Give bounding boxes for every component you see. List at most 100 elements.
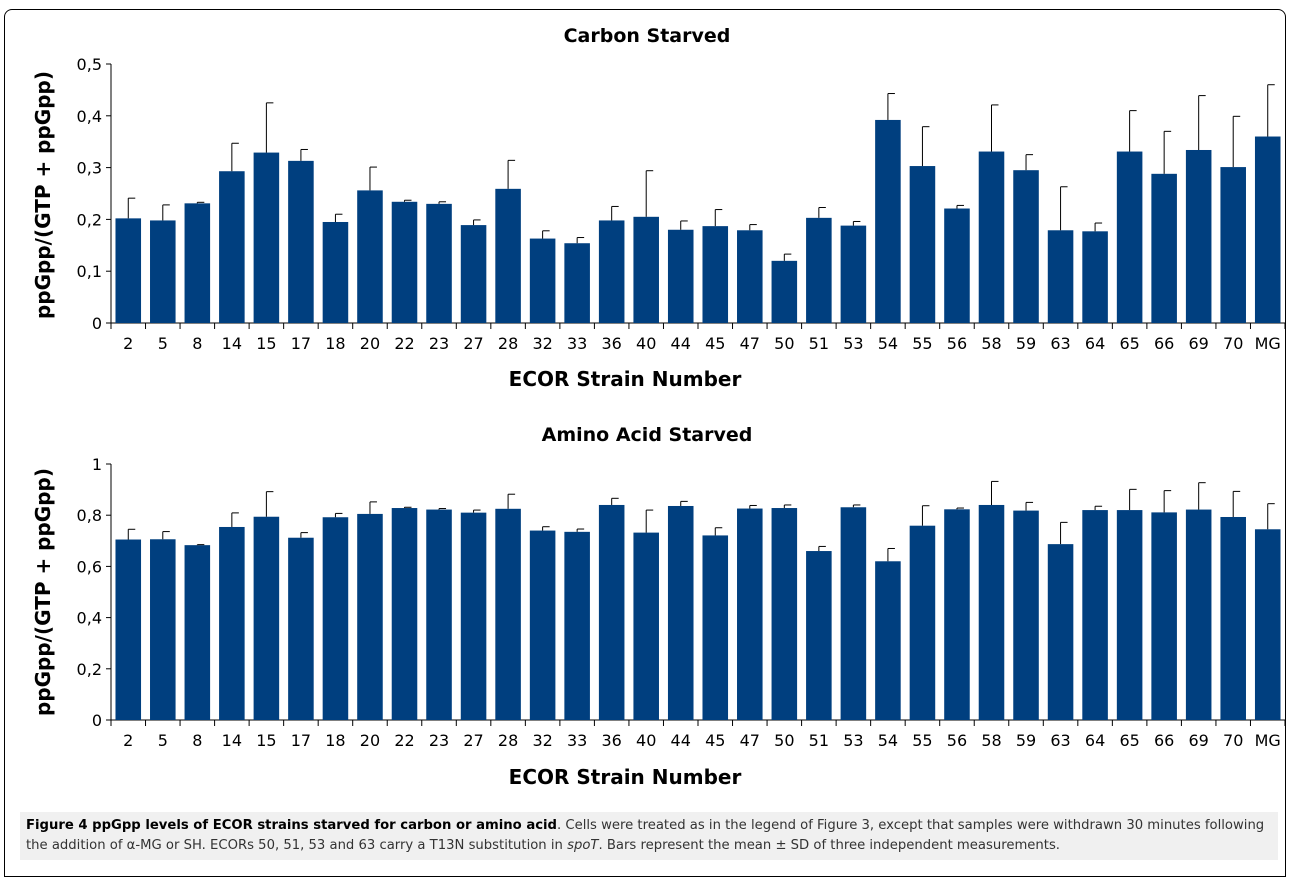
- x-tick-label: 54: [878, 731, 898, 750]
- bar-8: [184, 545, 211, 720]
- x-tick-label: 69: [1188, 731, 1208, 750]
- bar-56: [944, 208, 970, 323]
- bar-53: [840, 225, 867, 323]
- x-tick-label: 47: [740, 731, 760, 750]
- y-tick-label: 1: [92, 455, 102, 474]
- caption-gene: spoT: [567, 838, 599, 853]
- bar-58: [978, 504, 1005, 720]
- bar-33: [564, 243, 590, 323]
- x-tick-label: 50: [774, 731, 794, 750]
- x-tick-label: 66: [1154, 334, 1174, 353]
- x-tick-label: 2: [123, 731, 133, 750]
- x-tick-label: 53: [843, 334, 863, 353]
- y-tick-label: 0,4: [77, 107, 102, 126]
- x-tick-label: 36: [601, 731, 621, 750]
- bar-45: [702, 226, 729, 323]
- bar-70: [1220, 516, 1246, 720]
- y-tick-label: 0: [92, 314, 102, 333]
- bar-32: [529, 238, 556, 323]
- x-tick-label: 51: [809, 731, 829, 750]
- chart-title-amino: Amino Acid Starved: [542, 424, 753, 446]
- bar-36: [598, 504, 625, 720]
- x-tick-label: 65: [1119, 334, 1139, 353]
- x-tick-label: 27: [463, 731, 483, 750]
- x-tick-label: 44: [671, 334, 691, 353]
- caption-text-1: . Cells were treated as in the legend of…: [26, 818, 1265, 853]
- bar-56: [944, 509, 970, 720]
- bar-18: [322, 221, 349, 323]
- bar-63: [1047, 544, 1074, 720]
- x-tick-label: 40: [636, 334, 656, 353]
- x-tick-label: 63: [1050, 731, 1070, 750]
- x-tick-label: 8: [192, 334, 202, 353]
- bar-54: [875, 119, 901, 323]
- x-tick-label: 56: [947, 731, 967, 750]
- x-tick-label: 28: [498, 731, 518, 750]
- y-tick-label: 0,6: [77, 557, 102, 576]
- x-tick-label: 33: [567, 334, 587, 353]
- bar-20: [357, 513, 383, 720]
- bar-69: [1185, 149, 1212, 323]
- x-tick-label: 2: [123, 334, 133, 353]
- y-tick-label: 0,5: [77, 55, 102, 74]
- bar-44: [667, 229, 694, 323]
- bar-18: [322, 517, 349, 720]
- bar-64: [1082, 231, 1108, 323]
- y-tick-label: 0,1: [77, 262, 102, 281]
- bar-27: [460, 225, 487, 323]
- x-tick-label: 51: [809, 334, 829, 353]
- bar-54: [875, 561, 901, 720]
- x-tick-label: 64: [1085, 334, 1105, 353]
- x-tick-label: 45: [705, 731, 725, 750]
- x-tick-label: 55: [912, 731, 932, 750]
- x-tick-label: 70: [1223, 731, 1243, 750]
- bar-17: [288, 160, 314, 323]
- x-tick-label: 14: [222, 334, 242, 353]
- x-tick-label: 59: [1016, 731, 1036, 750]
- chart-title-carbon: Carbon Starved: [564, 25, 731, 47]
- figure-frame: [4, 9, 1286, 877]
- x-tick-label: 5: [158, 731, 168, 750]
- x-tick-label: 15: [256, 731, 276, 750]
- x-tick-label: 28: [498, 334, 518, 353]
- bar-47: [737, 230, 763, 323]
- bar-64: [1082, 510, 1108, 720]
- y-tick-label: 0,3: [77, 159, 102, 178]
- bar-70: [1220, 167, 1246, 323]
- x-tick-label: 22: [394, 334, 414, 353]
- bar-51: [806, 551, 832, 720]
- bar-50: [771, 508, 798, 720]
- x-tick-label: MG: [1255, 334, 1281, 353]
- bar-5: [150, 539, 176, 720]
- y-tick-label: 0,8: [77, 506, 102, 525]
- bar-32: [529, 530, 556, 720]
- x-tick-label: 14: [222, 731, 242, 750]
- bar-69: [1185, 509, 1212, 720]
- bar-53: [840, 507, 867, 720]
- bar-66: [1151, 173, 1177, 323]
- x-tick-label: 5: [158, 334, 168, 353]
- bar-23: [426, 203, 452, 323]
- bar-45: [702, 535, 729, 720]
- bar-40: [633, 532, 659, 720]
- bar-20: [357, 190, 383, 323]
- caption-title: Figure 4 ppGpp levels of ECOR strains st…: [26, 818, 557, 833]
- y-tick-label: 0,2: [77, 660, 102, 679]
- x-tick-label: MG: [1255, 731, 1281, 750]
- x-tick-label: 36: [601, 334, 621, 353]
- x-tick-label: 44: [671, 731, 691, 750]
- bar-66: [1151, 512, 1177, 720]
- bar-44: [667, 505, 694, 720]
- bar-65: [1116, 510, 1143, 720]
- x-tick-label: 27: [463, 334, 483, 353]
- x-axis-label-amino: ECOR Strain Number: [509, 765, 742, 789]
- x-tick-label: 20: [360, 731, 380, 750]
- bar-23: [426, 509, 452, 720]
- x-tick-label: 50: [774, 334, 794, 353]
- x-tick-label: 63: [1050, 334, 1070, 353]
- bar-27: [460, 512, 487, 720]
- bar-17: [288, 537, 314, 720]
- bar-59: [1013, 510, 1039, 720]
- bar-15: [253, 516, 280, 720]
